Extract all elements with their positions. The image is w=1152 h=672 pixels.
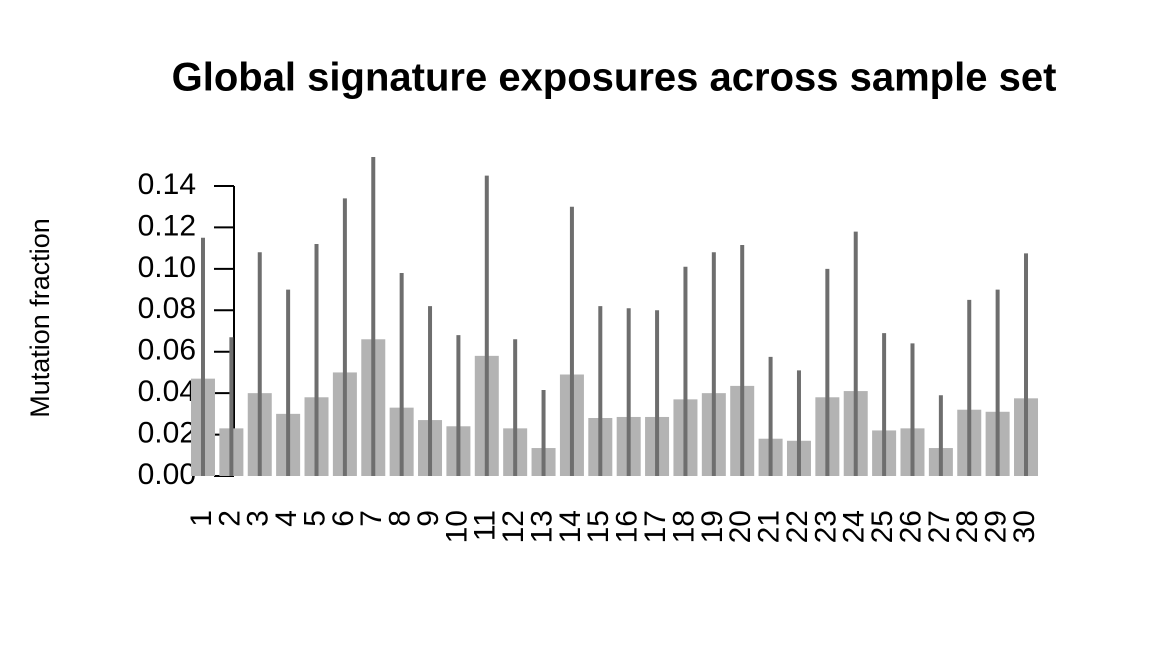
- y-tick-label: 0.10: [138, 251, 196, 284]
- y-tick-label: 0.04: [138, 375, 196, 408]
- x-tick-label: 9: [412, 510, 445, 527]
- x-tick-label: 2: [213, 510, 246, 527]
- x-tick-label: 13: [525, 510, 558, 543]
- x-tick-label: 22: [781, 510, 814, 543]
- y-tick-label: 0.00: [138, 458, 196, 491]
- y-tick-label: 0.06: [138, 334, 196, 367]
- y-tick-label: 0.14: [138, 168, 196, 201]
- x-tick-label: 8: [384, 510, 417, 527]
- y-tick-label: 0.02: [138, 416, 196, 449]
- chart-title: Global signature exposures across sample…: [172, 56, 1057, 100]
- x-tick-label: 30: [1008, 510, 1041, 543]
- x-tick-label: 21: [753, 510, 786, 543]
- x-tick-label: 4: [270, 510, 303, 527]
- x-tick-label: 15: [582, 510, 615, 543]
- x-tick-label: 12: [497, 510, 530, 543]
- x-tick-label: 3: [242, 510, 275, 527]
- x-tick-label: 27: [923, 510, 956, 543]
- x-tick-label: 23: [809, 510, 842, 543]
- x-tick-label: 10: [440, 510, 473, 543]
- x-tick-label: 1: [185, 510, 218, 527]
- x-tick-label: 6: [327, 510, 360, 527]
- x-tick-label: 18: [667, 510, 700, 543]
- x-tick-label: 28: [951, 510, 984, 543]
- x-tick-label: 26: [894, 510, 927, 543]
- x-tick-label: 20: [724, 510, 757, 543]
- x-tick-label: 16: [611, 510, 644, 543]
- x-tick-label: 24: [838, 510, 871, 543]
- x-tick-label: 7: [355, 510, 388, 527]
- y-axis-label: Mutation fraction: [25, 218, 55, 418]
- x-tick-label: 25: [866, 510, 899, 543]
- y-tick-label: 0.12: [138, 209, 196, 242]
- x-tick-label: 17: [639, 510, 672, 543]
- y-tick-label: 0.08: [138, 292, 196, 325]
- x-tick-label: 29: [980, 510, 1013, 543]
- x-tick-label: 19: [696, 510, 729, 543]
- x-tick-label: 14: [554, 510, 587, 543]
- x-tick-label: 5: [298, 510, 331, 527]
- x-tick-label: 11: [469, 510, 502, 541]
